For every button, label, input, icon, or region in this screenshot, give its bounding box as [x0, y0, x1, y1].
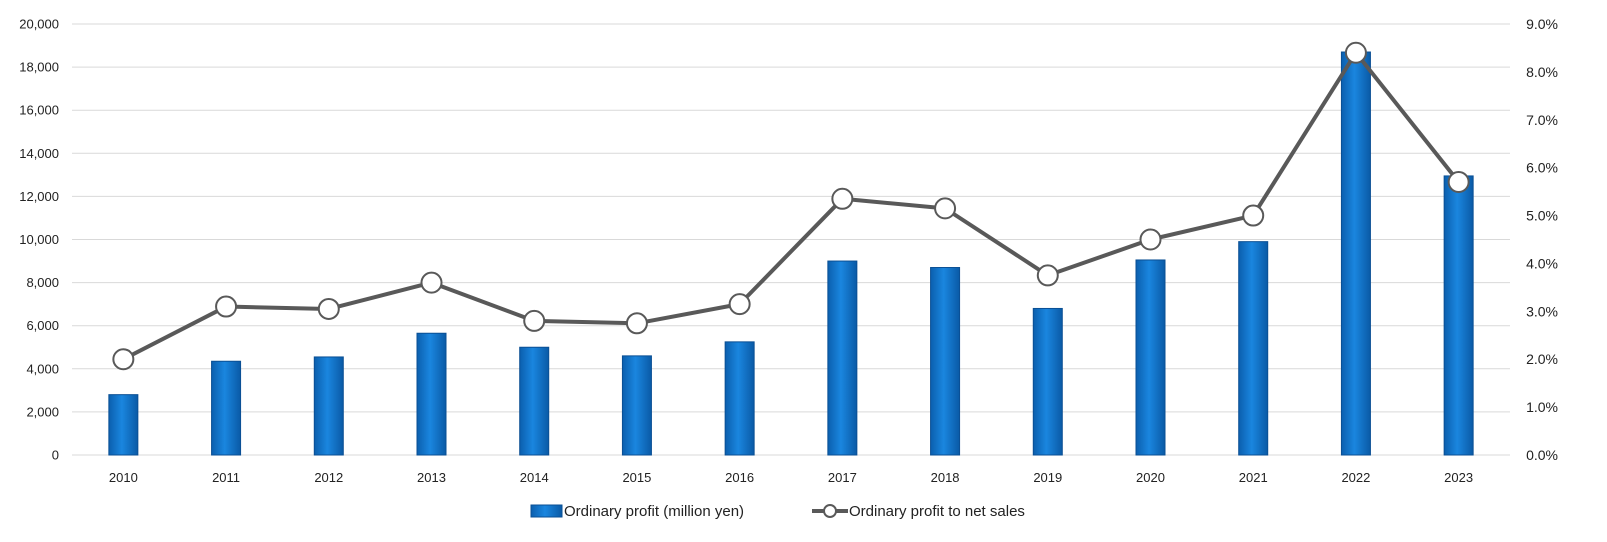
right-tick-label: 5.0% [1526, 208, 1558, 224]
bar [621, 355, 652, 456]
bar [827, 260, 858, 456]
x-tick-label: 2022 [1341, 470, 1370, 485]
left-tick-label: 8,000 [26, 275, 59, 290]
left-tick-label: 10,000 [19, 232, 59, 247]
bar [1135, 259, 1166, 456]
line-point [1344, 41, 1367, 64]
bar [211, 360, 242, 456]
right-tick-label: 7.0% [1526, 112, 1558, 128]
bar [313, 356, 344, 456]
right-tick-label: 8.0% [1526, 64, 1558, 80]
bar [519, 346, 550, 456]
legend-label: Ordinary profit to net sales [849, 503, 1025, 520]
x-tick-label: 2018 [931, 470, 960, 485]
bar [1443, 175, 1474, 456]
line-point [317, 297, 340, 320]
right-tick-label: 1.0% [1526, 399, 1558, 415]
bar [108, 394, 139, 456]
line-point [112, 348, 135, 371]
left-tick-label: 12,000 [19, 189, 59, 204]
legend-bar-swatch [530, 504, 563, 518]
x-tick-label: 2017 [828, 470, 857, 485]
line-series [112, 41, 1470, 371]
x-tick-label: 2020 [1136, 470, 1165, 485]
bar-series [108, 51, 1474, 456]
bar [1032, 307, 1063, 456]
line-point [420, 271, 443, 294]
right-tick-label: 6.0% [1526, 160, 1558, 176]
x-tick-label: 2021 [1239, 470, 1268, 485]
x-tick-label: 2013 [417, 470, 446, 485]
left-axis: 0 2,000 4,000 6,000 8,000 10,000 12,000 14,000 1… [19, 17, 59, 463]
legend-point-swatch [823, 504, 837, 518]
x-tick-label: 2014 [520, 470, 549, 485]
left-tick-label: 6,000 [26, 318, 59, 333]
line-point [215, 295, 238, 318]
x-tick-label: 2019 [1033, 470, 1062, 485]
series-line [122, 50, 1461, 362]
line-point [831, 187, 854, 210]
bar [416, 332, 447, 456]
bar [724, 341, 755, 456]
gridlines [72, 23, 1510, 456]
right-axis: 0.0% 1.0% 2.0% 3.0% 4.0% 5.0% 6.0% 7.0% 8.0% 9.0% [1526, 16, 1558, 463]
x-axis: 2010 2011 2012 2013 2014 2015 2016 2017 2018 2019… [109, 470, 1473, 485]
right-tick-label: 4.0% [1526, 255, 1558, 271]
left-tick-label: 20,000 [19, 17, 59, 32]
x-tick-label: 2016 [725, 470, 754, 485]
right-tick-label: 0.0% [1526, 447, 1558, 463]
left-tick-label: 2,000 [26, 404, 59, 419]
right-tick-label: 9.0% [1526, 16, 1558, 32]
left-tick-label: 4,000 [26, 361, 59, 376]
line-point [625, 312, 648, 335]
line-point [523, 309, 546, 332]
legend: Ordinary profit (million yen) Ordinary pr… [530, 503, 1025, 520]
bar [930, 267, 961, 456]
left-tick-label: 18,000 [19, 60, 59, 75]
bar [1340, 51, 1371, 456]
x-tick-label: 2010 [109, 470, 138, 485]
left-tick-label: 0 [52, 448, 59, 463]
left-tick-label: 14,000 [19, 146, 59, 161]
bar [1238, 241, 1269, 456]
left-tick-label: 16,000 [19, 103, 59, 118]
line-point [934, 197, 957, 220]
x-tick-label: 2023 [1444, 470, 1473, 485]
line-point [1139, 228, 1162, 251]
line-point [1447, 171, 1470, 194]
legend-label: Ordinary profit (million yen) [564, 503, 744, 520]
x-tick-label: 2011 [212, 470, 240, 485]
right-tick-label: 2.0% [1526, 351, 1558, 367]
line-point [728, 293, 751, 316]
line-point [1242, 204, 1265, 227]
x-tick-label: 2015 [622, 470, 651, 485]
right-tick-label: 3.0% [1526, 303, 1558, 319]
x-tick-label: 2012 [314, 470, 343, 485]
line-point [1036, 264, 1059, 287]
